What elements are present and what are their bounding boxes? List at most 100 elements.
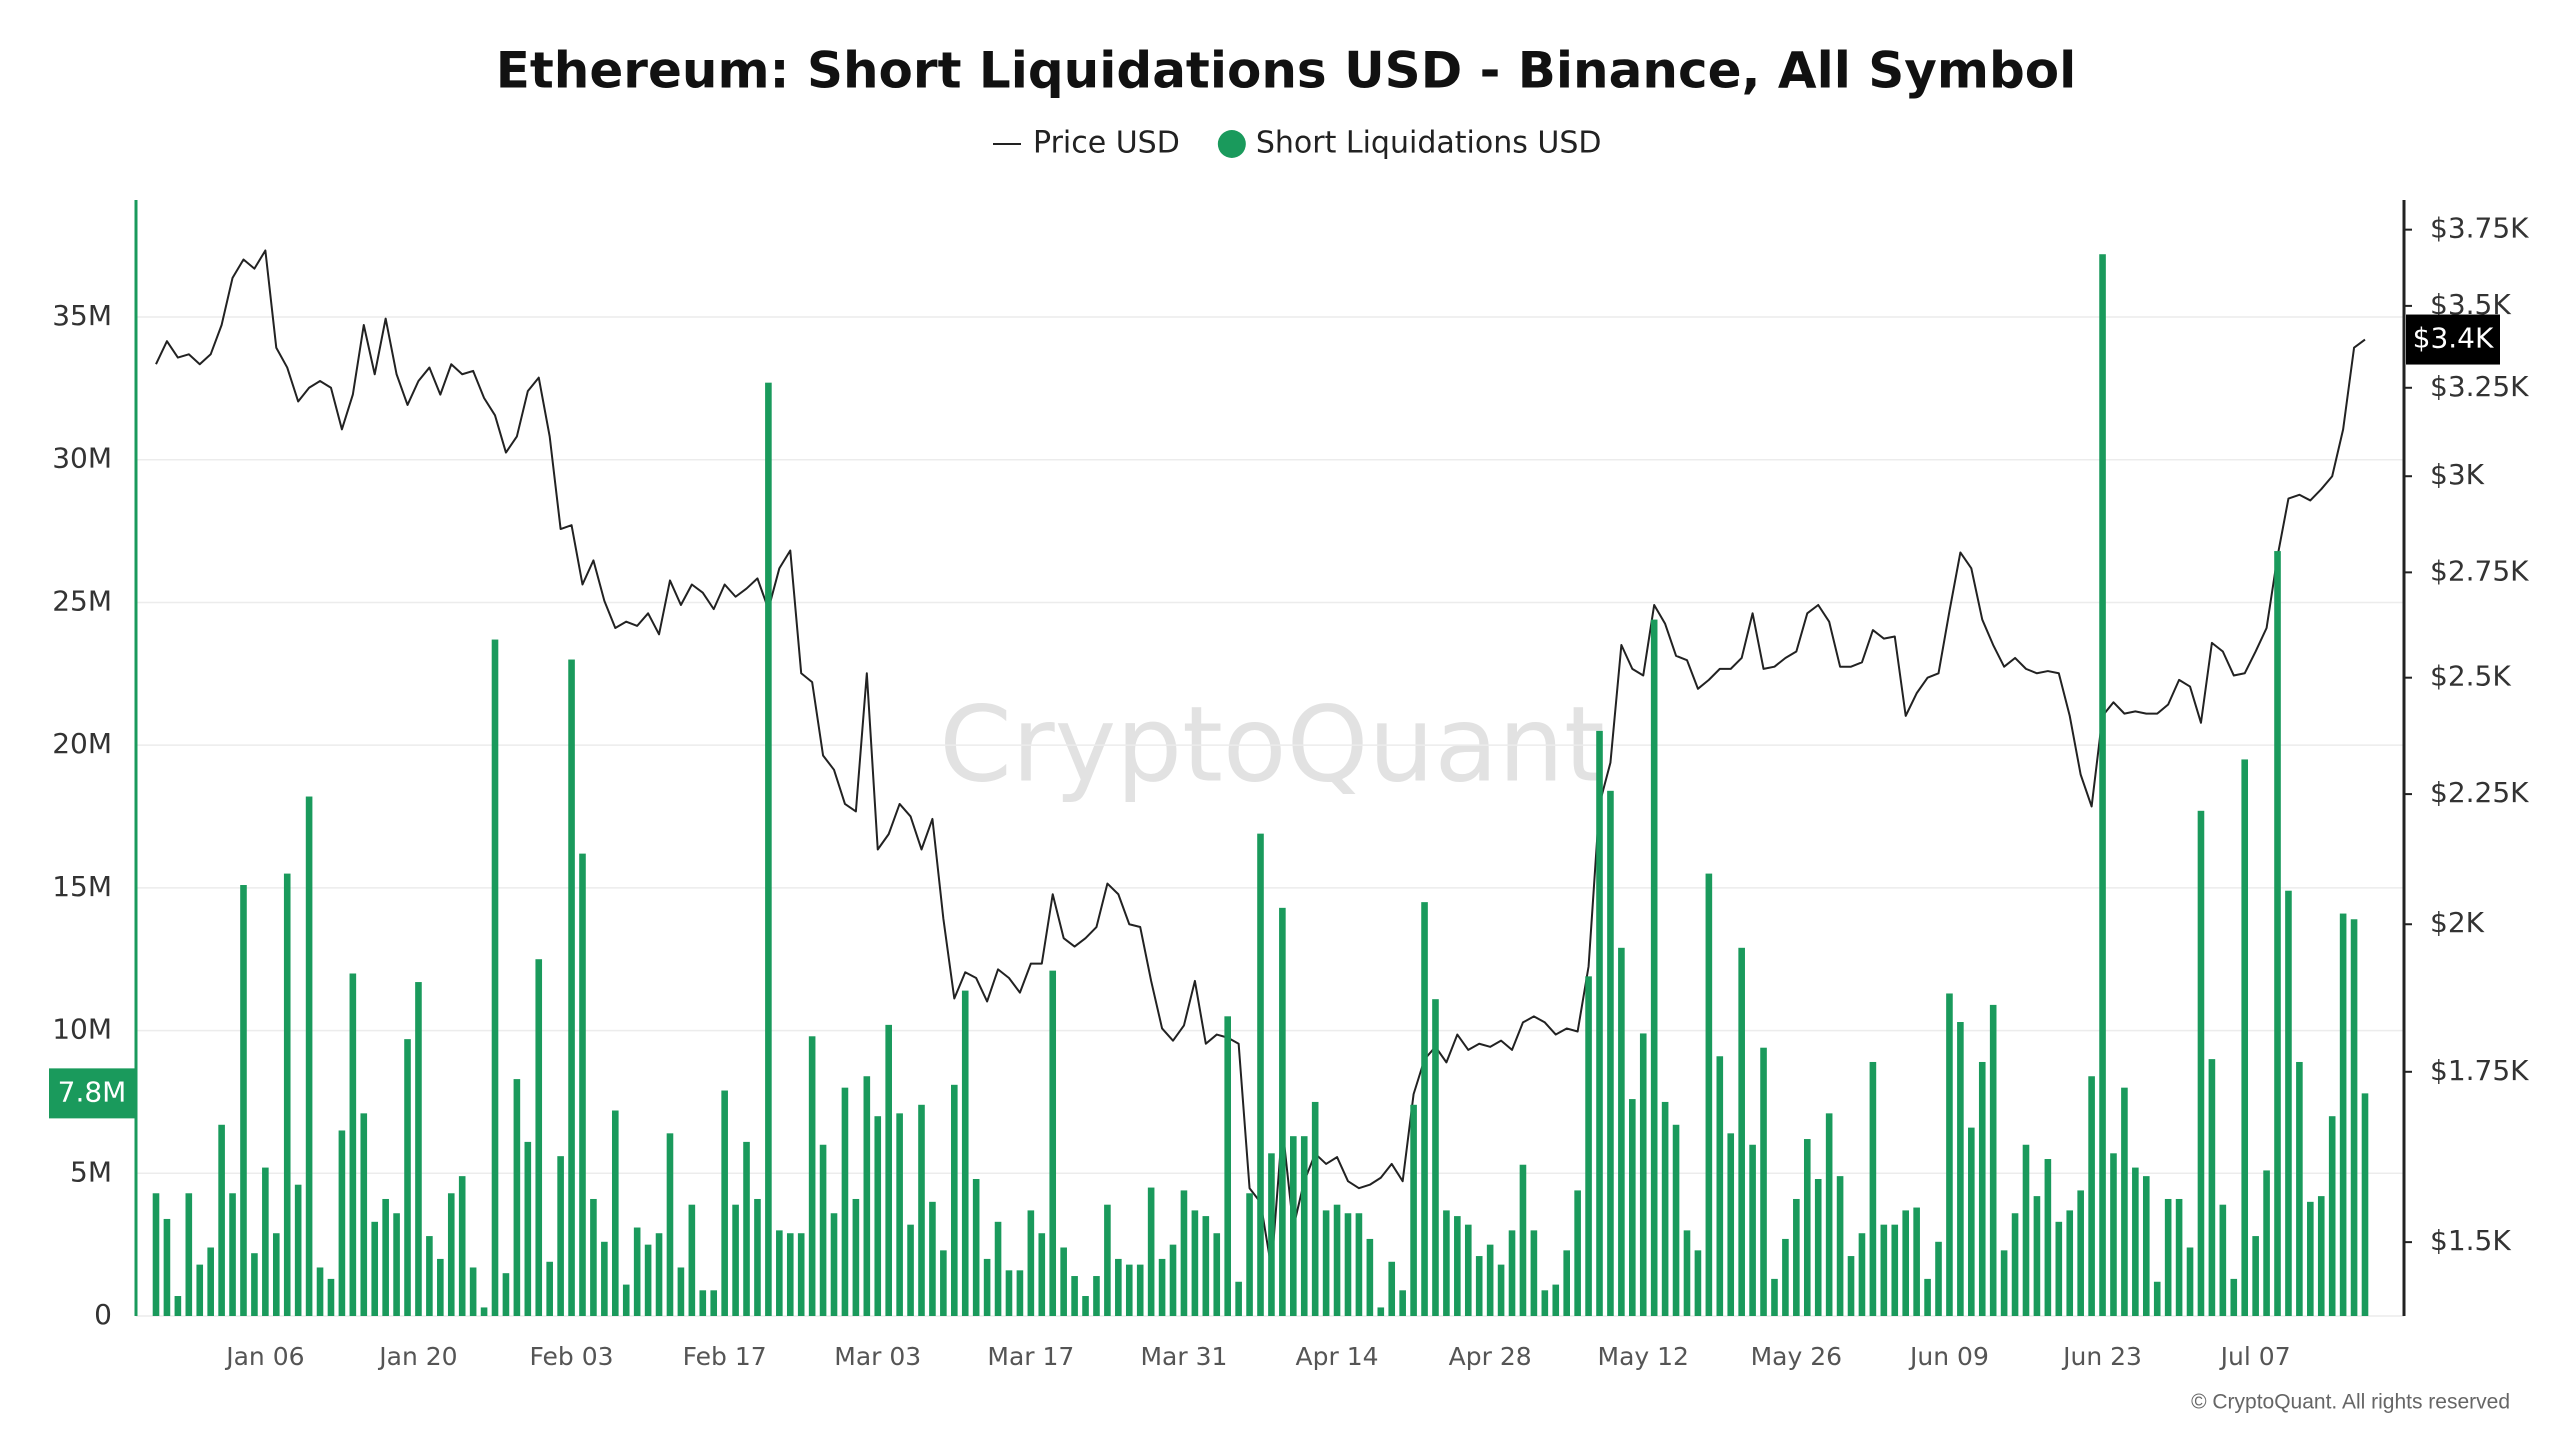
bar: [1519, 1164, 1527, 1316]
bar: [2121, 1087, 2128, 1316]
bar: [152, 1193, 160, 1316]
bar: [1355, 1213, 1363, 1316]
bar: [1629, 1099, 1636, 1316]
bar: [1027, 1210, 1035, 1316]
bar: [1268, 1153, 1275, 1316]
bar: [2044, 1159, 2052, 1316]
bar: [480, 1307, 488, 1316]
y-tick-label: 25M: [52, 584, 112, 617]
x-tick-label: Jan 20: [377, 1342, 457, 1371]
y2-tick-label: $1.5K: [2430, 1224, 2511, 1257]
bar: [1311, 1101, 1319, 1316]
bar: [2219, 1204, 2227, 1316]
bar: [1388, 1261, 1396, 1316]
x-tick-label: Mar 03: [834, 1342, 921, 1371]
bar: [2252, 1236, 2259, 1316]
bar: [2307, 1201, 2314, 1316]
bar: [776, 1230, 783, 1316]
bar: [447, 1193, 455, 1316]
chart-title: Ethereum: Short Liquidations USD - Binan…: [496, 42, 2077, 100]
bar: [491, 639, 499, 1316]
bar: [1847, 1256, 1855, 1316]
bar: [1694, 1250, 1702, 1316]
bar: [1016, 1270, 1024, 1316]
bar: [1749, 1144, 1756, 1316]
x-tick-label: Jul 07: [2219, 1342, 2291, 1371]
bar: [294, 1184, 302, 1316]
bar: [568, 659, 575, 1316]
bar: [1803, 1139, 1811, 1316]
bar: [1978, 1061, 1986, 1316]
bar: [1136, 1264, 1144, 1316]
bar: [458, 1176, 466, 1316]
bar: [1322, 1210, 1330, 1316]
bar: [1443, 1210, 1450, 1316]
bar: [961, 990, 969, 1316]
x-tick-label: Apr 28: [1449, 1342, 1532, 1371]
bar: [688, 1204, 696, 1316]
bar: [1049, 970, 1057, 1316]
bar: [699, 1290, 707, 1316]
bar: [1902, 1210, 1910, 1316]
bar: [174, 1296, 182, 1316]
bar: [1738, 947, 1745, 1316]
bar: [2339, 913, 2347, 1316]
bar: [710, 1290, 718, 1316]
bar: [426, 1236, 433, 1316]
y-tick-label: 30M: [52, 442, 112, 475]
bar: [1038, 1233, 1046, 1316]
bar: [1191, 1210, 1199, 1316]
bar: [1508, 1230, 1516, 1316]
bar: [229, 1193, 236, 1316]
bar: [2000, 1250, 2008, 1316]
bar: [1202, 1216, 1210, 1316]
bar: [207, 1247, 214, 1316]
bar: [2274, 551, 2281, 1316]
bar: [951, 1084, 958, 1316]
bar: [940, 1250, 947, 1316]
bar: [907, 1224, 914, 1316]
watermark: CryptoQuant: [939, 683, 1605, 805]
bar: [2153, 1281, 2161, 1316]
bar: [633, 1227, 641, 1316]
bar: [1891, 1224, 1899, 1316]
bar: [1924, 1278, 1931, 1316]
y2-tick-label: $3K: [2430, 458, 2485, 491]
bar: [1464, 1224, 1472, 1316]
bar: [2230, 1278, 2238, 1316]
bar: [1683, 1230, 1691, 1316]
bar: [1705, 873, 1713, 1316]
bar: [1093, 1276, 1100, 1316]
bar: [1125, 1264, 1133, 1316]
x-tick-label: Mar 31: [1140, 1342, 1227, 1371]
bar: [1235, 1281, 1242, 1316]
bar: [2088, 1076, 2095, 1316]
bar: [2328, 1116, 2336, 1316]
bar: [1421, 902, 1428, 1316]
bar: [1213, 1233, 1221, 1316]
bar: [601, 1241, 608, 1316]
bar: [590, 1198, 597, 1316]
bar: [283, 873, 291, 1316]
y2-tick-label: $2.5K: [2430, 660, 2511, 693]
bar: [316, 1267, 324, 1316]
bar: [2142, 1176, 2150, 1316]
x-tick-label: Jun 23: [2061, 1342, 2142, 1371]
bar: [797, 1233, 805, 1316]
bar: [666, 1133, 674, 1316]
bar: [983, 1258, 991, 1316]
bar: [830, 1213, 838, 1316]
bar: [2361, 1093, 2369, 1316]
bar: [1782, 1238, 1789, 1316]
bar: [185, 1193, 193, 1316]
footer: © CryptoQuant. All rights reserved: [2191, 1391, 2510, 1414]
bar: [1760, 1047, 1767, 1316]
bar: [896, 1113, 903, 1316]
bar: [1290, 1136, 1297, 1316]
bar: [819, 1144, 827, 1316]
bar: [524, 1141, 532, 1316]
y-tick-label: 20M: [52, 727, 112, 760]
bar: [1486, 1244, 1494, 1316]
bar: [1530, 1230, 1538, 1316]
bar: [338, 1130, 346, 1316]
